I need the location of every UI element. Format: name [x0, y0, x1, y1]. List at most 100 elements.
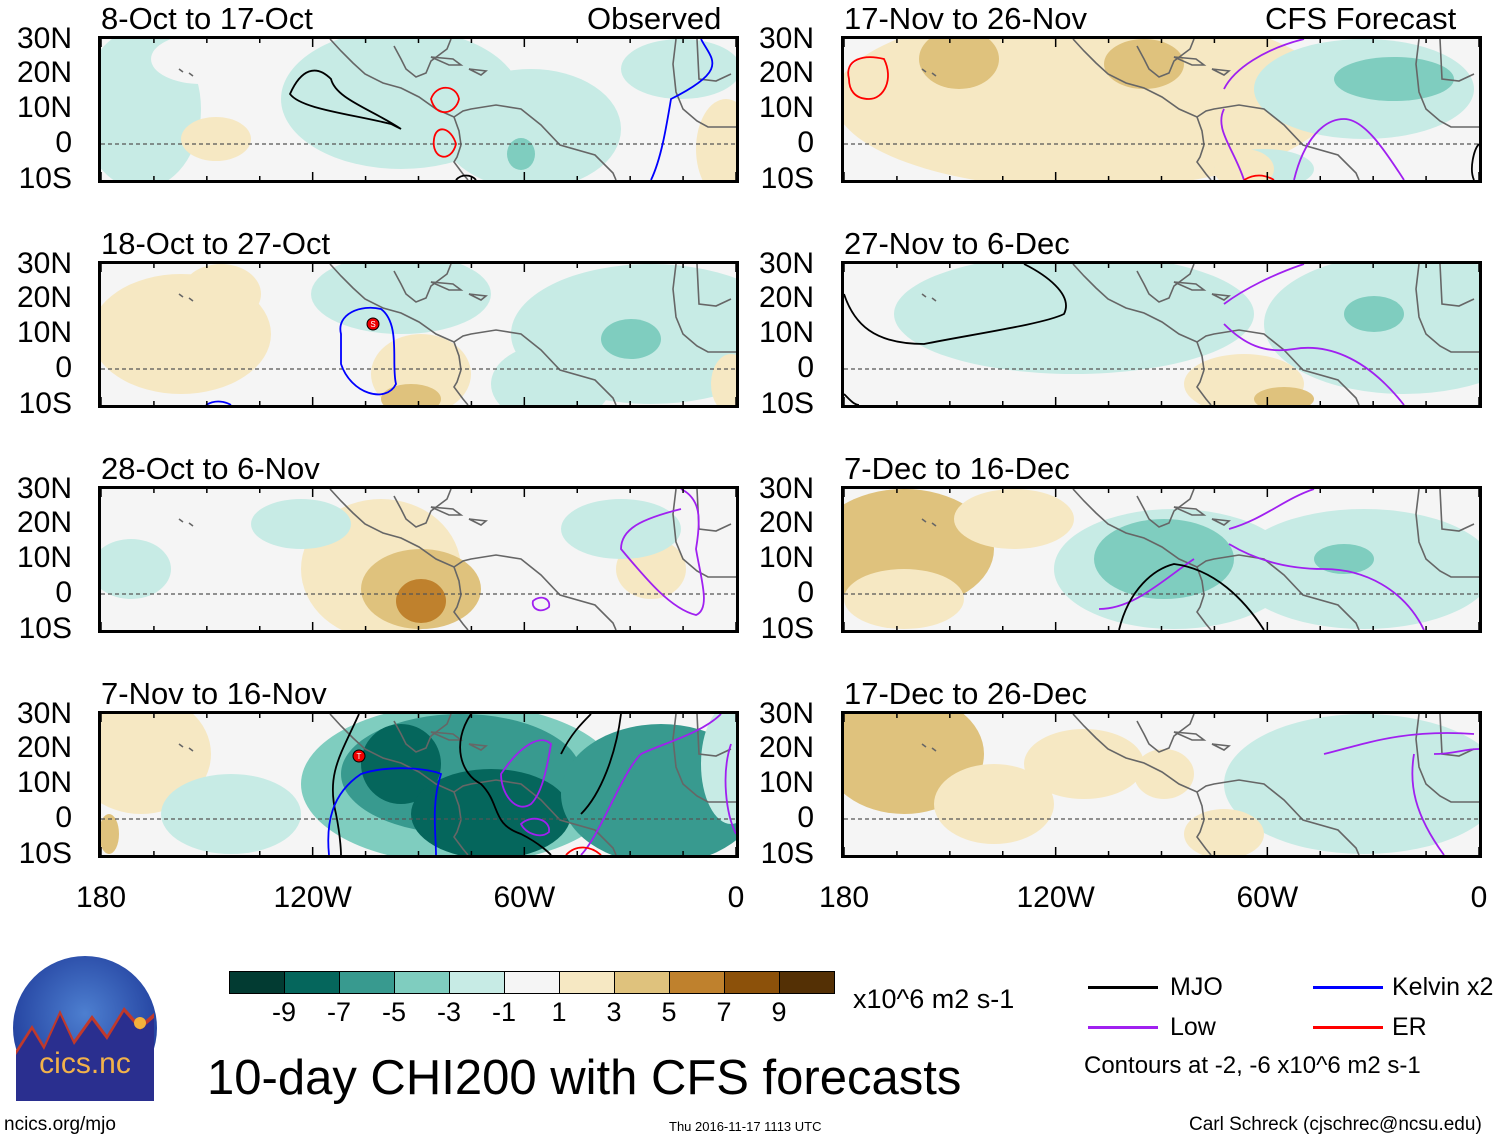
coastline: [1136, 264, 1195, 303]
lat-label: 30N: [16, 472, 72, 505]
colorbar-swatch: [229, 971, 285, 994]
map-panel: [98, 486, 739, 633]
anomaly-region: [507, 138, 535, 170]
coastline: [672, 714, 736, 803]
coastline: [672, 489, 736, 578]
legend-er-line: [1313, 1026, 1383, 1029]
coastline: [1072, 39, 1360, 180]
contour: [650, 39, 714, 180]
colorbar-label: -5: [381, 997, 407, 1027]
coastline: [1136, 714, 1195, 753]
cics-logo: cics.nc: [12, 955, 158, 1101]
svg-text:S: S: [370, 320, 375, 329]
coastline: [178, 743, 194, 752]
contour: [1323, 732, 1479, 855]
lat-label: 10N: [16, 91, 72, 124]
legend-low-label: Low: [1170, 1013, 1216, 1041]
anomaly-region: [491, 344, 611, 405]
anomaly-region: [311, 264, 491, 334]
lat-label: 0: [797, 351, 814, 384]
lat-label: 30N: [758, 247, 814, 280]
colorbar-swatch: [669, 971, 725, 994]
colorbar-units: x10^6 m2 s-1: [853, 984, 1015, 1014]
coastline: [1415, 489, 1479, 578]
legend-kelvin-line: [1313, 986, 1383, 989]
coastline: [468, 68, 488, 76]
coastline: [1072, 489, 1360, 630]
coastline: [329, 39, 617, 180]
anomaly-region: [711, 354, 736, 405]
map-panel: S: [98, 261, 739, 408]
coastline: [921, 293, 937, 302]
footer-timestamp: Thu 2016-11-17 1113 UTC: [669, 1119, 822, 1134]
coastline: [393, 264, 452, 303]
anomaly-region: [696, 99, 736, 180]
anomaly-region: [844, 569, 964, 629]
panel-title: 7-Dec to 16-Dec: [844, 451, 1070, 486]
colorbar-swatch: [394, 971, 450, 994]
coastline: [1196, 791, 1205, 821]
coastline: [672, 264, 736, 353]
panel-title: 18-Oct to 27-Oct: [101, 226, 331, 261]
anomaly-region: [361, 724, 441, 804]
anomaly-region: [1094, 519, 1234, 599]
anomaly-region: [561, 499, 681, 559]
contour: [724, 743, 736, 835]
coastline: [1211, 293, 1231, 301]
map-panel: [841, 486, 1482, 633]
colorbar-swatch: [559, 971, 615, 994]
lat-label: 0: [797, 576, 814, 609]
lon-label: 0: [727, 881, 745, 914]
anomaly-region: [1314, 544, 1374, 574]
coastline: [1136, 39, 1195, 78]
anomaly-region: [396, 579, 446, 623]
coastline: [453, 594, 469, 630]
contour: [620, 489, 705, 616]
lat-label: 10S: [760, 612, 814, 645]
contour: [1220, 108, 1245, 180]
coastline: [1439, 39, 1475, 82]
lat-label: 10N: [16, 541, 72, 574]
panel-title: 17-Nov to 26-Nov: [844, 1, 1087, 36]
coastline: [1173, 281, 1207, 291]
contour: [1471, 143, 1479, 180]
anomaly-region: [101, 539, 171, 599]
coastline: [1196, 566, 1205, 596]
lat-label: 10N: [758, 91, 814, 124]
coastline: [453, 341, 462, 371]
legend-mjo-label: MJO: [1170, 973, 1223, 1001]
colorbar-swatch: [449, 971, 505, 994]
anomaly-region: [919, 39, 999, 89]
coastline: [1196, 819, 1212, 855]
coastline: [1211, 68, 1231, 76]
footer-url[interactable]: ncics.org/mjo: [4, 1114, 116, 1135]
anomaly-region: [151, 39, 251, 84]
map-panel: T: [98, 711, 739, 858]
lat-label: 0: [55, 801, 72, 834]
lat-label: 30N: [16, 22, 72, 55]
observed-header: Observed: [587, 1, 722, 36]
anomaly-region: [894, 264, 1254, 374]
colorbar-label: 1: [551, 997, 567, 1027]
coastline: [1211, 518, 1231, 526]
contour: [205, 400, 232, 405]
coastline: [696, 39, 732, 82]
coastline: [696, 264, 732, 307]
contour: [1223, 264, 1305, 305]
contour: [432, 128, 457, 158]
lon-label: 60W: [493, 881, 556, 914]
coastline: [468, 743, 488, 751]
contour: [327, 767, 443, 855]
lon-label: 120W: [1016, 881, 1095, 914]
anomaly-region: [561, 724, 736, 855]
contour: [519, 817, 550, 837]
lon-label: 180: [75, 881, 127, 914]
coastline: [430, 281, 464, 291]
map-panel: [841, 36, 1482, 183]
coastline: [1196, 369, 1212, 405]
coastline: [1415, 714, 1479, 803]
colorbar-swatch: [724, 971, 780, 994]
contour: [331, 714, 360, 855]
contours-note: Contours at -2, -6 x10^6 m2 s-1: [1084, 1052, 1421, 1079]
anomaly-region: [381, 384, 441, 405]
